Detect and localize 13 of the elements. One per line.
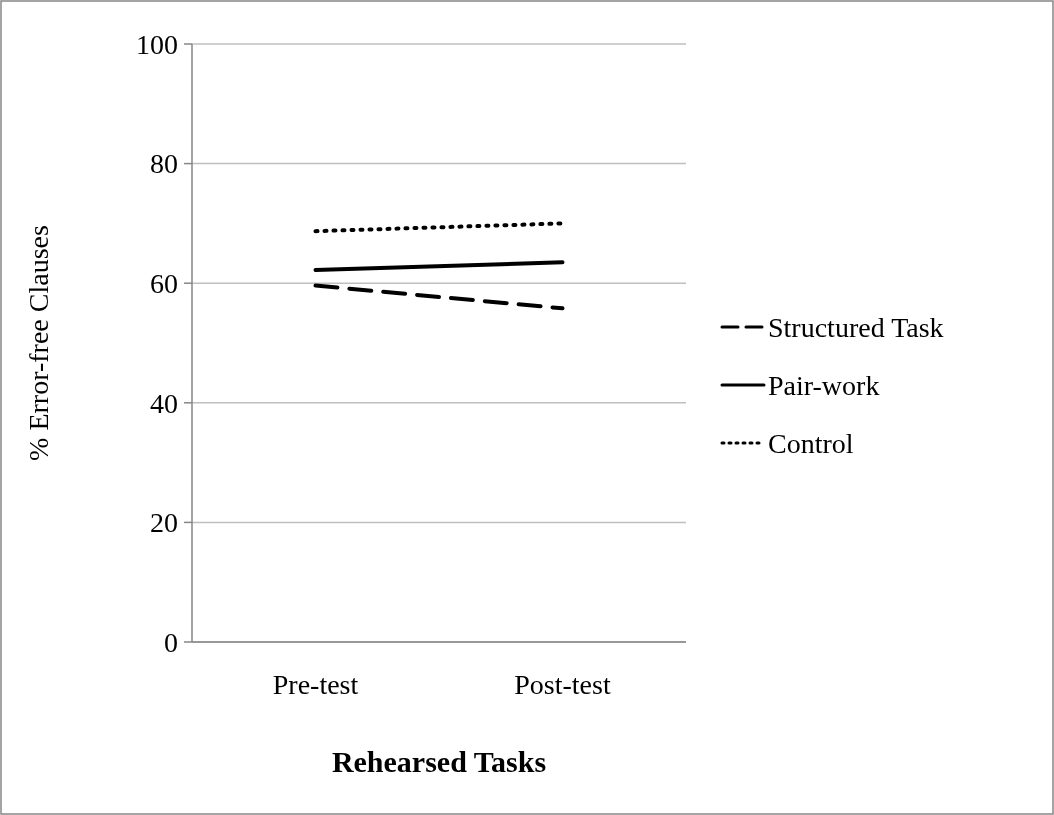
y-tick-label: 100: [136, 28, 178, 60]
x-tick-label: Post-test: [514, 669, 611, 700]
y-tick-label: 20: [150, 507, 178, 539]
y-tick-label: 60: [150, 268, 178, 299]
y-tick-label: 80: [150, 148, 178, 180]
y-axis-title: % Error-free Clauses: [23, 225, 54, 461]
x-tick-label: Pre-test: [272, 669, 359, 700]
x-axis-title: Rehearsed Tasks: [331, 745, 547, 778]
y-tick-label: 0: [164, 626, 178, 658]
legend-label: Control: [768, 427, 854, 459]
y-tick-label: 40: [150, 387, 178, 419]
legend-label: Pair-work: [768, 369, 880, 401]
legend-label: Structured Task: [768, 311, 944, 343]
